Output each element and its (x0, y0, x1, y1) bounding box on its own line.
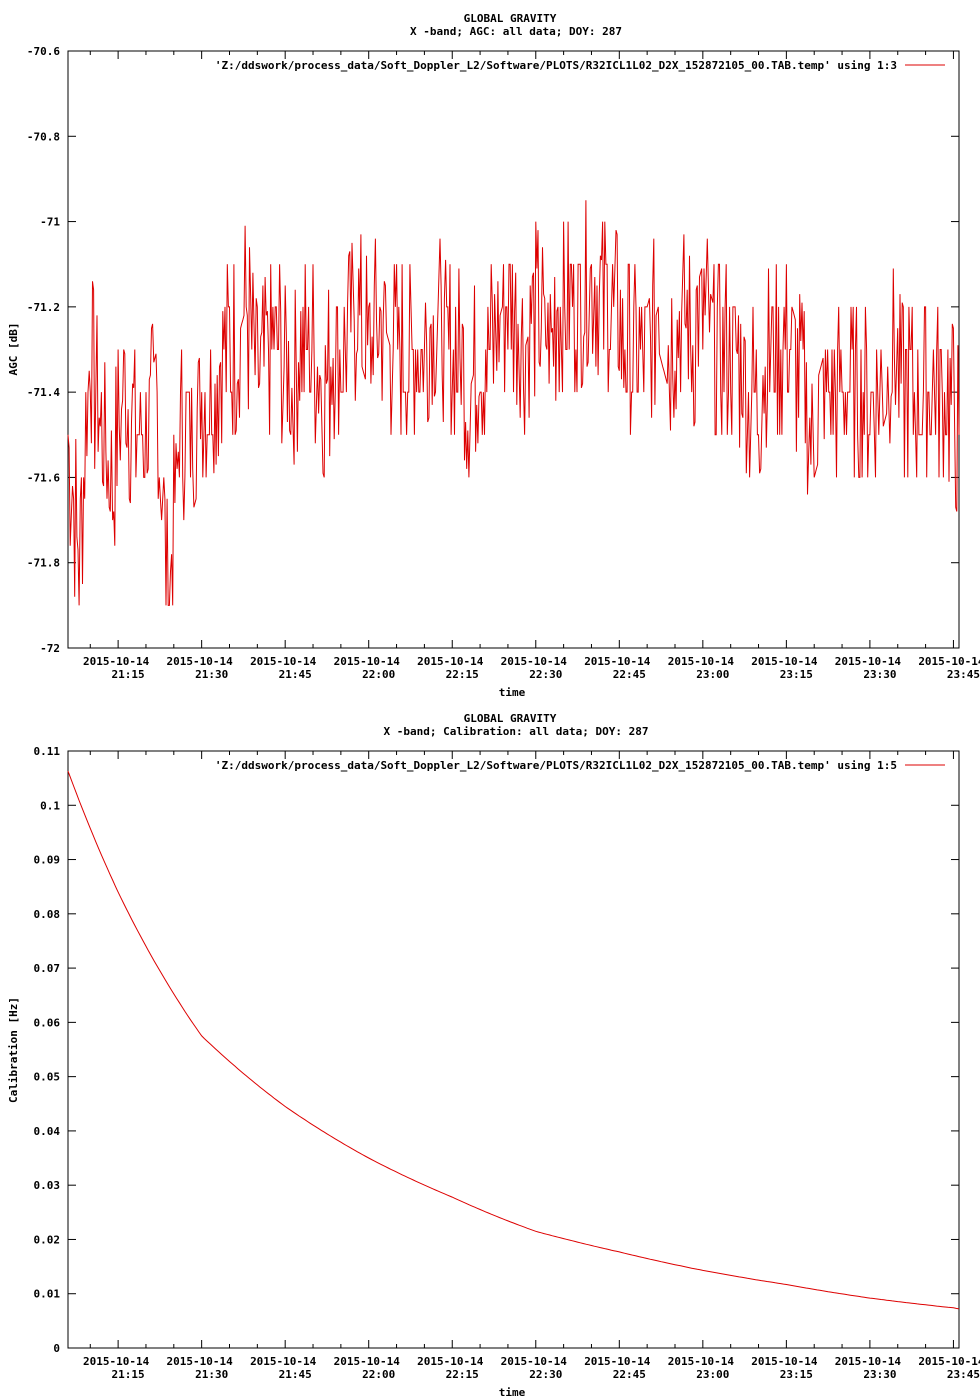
x-tick-label-time: 23:15 (780, 1368, 813, 1381)
x-tick-label-time: 23:45 (947, 668, 980, 681)
x-tick-label-date: 2015-10-14 (334, 1355, 401, 1368)
x-tick-label-date: 2015-10-14 (584, 1355, 651, 1368)
x-tick-label-date: 2015-10-14 (835, 655, 902, 668)
cal-legend-label: 'Z:/ddswork/process_data/Soft_Doppler_L2… (215, 759, 897, 772)
agc-chart-subtitle: X -band; AGC: all data; DOY: 287 (410, 25, 622, 38)
y-tick-label: 0.05 (34, 1071, 61, 1084)
x-tick-label-date: 2015-10-14 (668, 655, 735, 668)
x-tick-label-date: 2015-10-14 (167, 1355, 234, 1368)
x-tick-label-time: 21:45 (279, 668, 312, 681)
y-tick-label: 0.04 (34, 1125, 61, 1138)
cal-y-axis-label: Calibration [Hz] (7, 997, 20, 1103)
x-tick-label-date: 2015-10-14 (250, 655, 317, 668)
agc-chart: GLOBAL GRAVITY X -band; AGC: all data; D… (7, 12, 980, 699)
agc-x-axis-label: time (499, 686, 526, 699)
x-tick-label-date: 2015-10-14 (751, 1355, 818, 1368)
agc-legend-label: 'Z:/ddswork/process_data/Soft_Doppler_L2… (215, 59, 897, 72)
y-tick-label: 0.1 (40, 799, 60, 812)
y-tick-label: 0.09 (34, 854, 61, 867)
y-tick-label: -71.6 (27, 471, 60, 484)
x-tick-label-date: 2015-10-14 (918, 655, 980, 668)
x-tick-label-date: 2015-10-14 (918, 1355, 980, 1368)
y-tick-label: 0.08 (34, 908, 61, 921)
x-tick-label-date: 2015-10-14 (584, 655, 651, 668)
x-tick-label-time: 22:30 (529, 668, 562, 681)
x-tick-label-time: 21:30 (195, 668, 228, 681)
x-tick-label-date: 2015-10-14 (417, 1355, 484, 1368)
cal-x-axis-label: time (499, 1386, 526, 1399)
agc-y-axis: -70.6 -70.8 -71 -71.2 -71.4 -71.6 -71.8 -72 (27, 45, 959, 655)
y-tick-label: 0 (53, 1342, 60, 1355)
x-tick-label-time: 22:15 (446, 668, 479, 681)
x-tick-label-time: 23:00 (696, 1368, 729, 1381)
x-tick-label-time: 21:45 (279, 1368, 312, 1381)
x-tick-label-date: 2015-10-14 (167, 655, 234, 668)
cal-series-line (67, 770, 960, 1310)
y-tick-label: 0.07 (34, 962, 61, 975)
x-tick-label-time: 23:45 (947, 1368, 980, 1381)
agc-plot-frame (67, 50, 960, 649)
x-tick-label-date: 2015-10-14 (334, 655, 401, 668)
x-tick-label-date: 2015-10-14 (417, 655, 484, 668)
y-tick-label: -71 (40, 216, 60, 229)
y-tick-label: -71.4 (27, 386, 60, 399)
x-tick-label-time: 22:45 (613, 668, 646, 681)
agc-y-axis-label: AGC [dB] (7, 323, 20, 376)
y-tick-label: -71.2 (27, 301, 60, 314)
y-tick-label: -72 (40, 642, 60, 655)
x-tick-label-date: 2015-10-14 (501, 1355, 568, 1368)
cal-y-axis: 0.11 0.1 0.09 0.08 0.07 0.06 0.05 0.04 0.03 0.02 0… (34, 745, 959, 1355)
cal-chart-title: GLOBAL GRAVITY (464, 712, 557, 725)
cal-plot-frame (67, 750, 960, 1349)
x-tick-label-time: 22:30 (529, 1368, 562, 1381)
x-tick-label-time: 22:45 (613, 1368, 646, 1381)
x-tick-label-time: 23:15 (780, 668, 813, 681)
x-tick-label-date: 2015-10-14 (668, 1355, 735, 1368)
y-tick-label: 0.06 (34, 1016, 61, 1029)
y-tick-label: -71.8 (27, 557, 60, 570)
y-tick-label: -70.6 (27, 45, 60, 58)
x-tick-label-date: 2015-10-14 (83, 1355, 150, 1368)
x-tick-label-date: 2015-10-14 (83, 655, 150, 668)
cal-x-axis: 2015-10-1421:152015-10-1421:302015-10-14… (83, 751, 980, 1381)
x-tick-label-date: 2015-10-14 (501, 655, 568, 668)
agc-x-axis: 2015-10-1421:152015-10-1421:302015-10-14… (83, 51, 980, 681)
y-tick-label: 0.11 (34, 745, 61, 758)
x-tick-label-time: 21:15 (112, 1368, 145, 1381)
x-tick-label-time: 22:00 (362, 668, 395, 681)
cal-chart: GLOBAL GRAVITY X -band; Calibration: all… (7, 712, 980, 1399)
y-tick-label: 0.01 (34, 1288, 61, 1301)
y-tick-label: 0.03 (34, 1179, 61, 1192)
x-tick-label-time: 23:30 (863, 1368, 896, 1381)
x-tick-label-date: 2015-10-14 (250, 1355, 317, 1368)
x-tick-label-date: 2015-10-14 (751, 655, 818, 668)
x-tick-label-time: 22:00 (362, 1368, 395, 1381)
x-tick-label-time: 22:15 (446, 1368, 479, 1381)
cal-chart-subtitle: X -band; Calibration: all data; DOY: 287 (384, 725, 649, 738)
agc-chart-title: GLOBAL GRAVITY (464, 12, 557, 25)
x-tick-label-time: 23:00 (696, 668, 729, 681)
x-tick-label-time: 21:30 (195, 1368, 228, 1381)
agc-series-line (67, 200, 960, 606)
x-tick-label-time: 21:15 (112, 668, 145, 681)
x-tick-label-date: 2015-10-14 (835, 1355, 902, 1368)
y-tick-label: -70.8 (27, 130, 60, 143)
x-tick-label-time: 23:30 (863, 668, 896, 681)
y-tick-label: 0.02 (34, 1233, 61, 1246)
